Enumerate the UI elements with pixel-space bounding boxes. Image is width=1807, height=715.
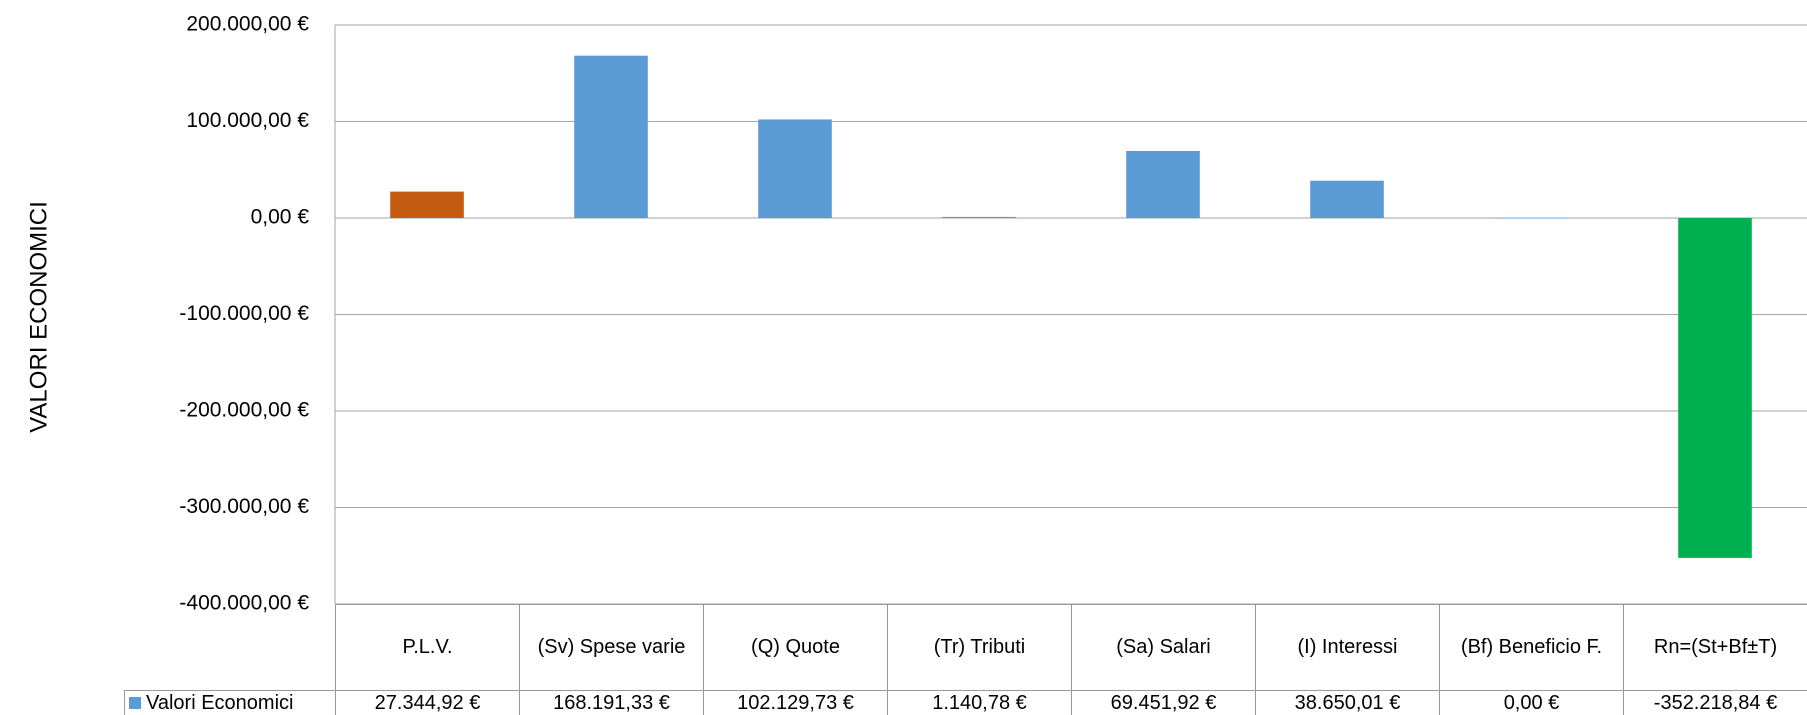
x-tick-label: (Tr) Tributi	[887, 604, 1071, 690]
value-label: -352.218,84 €	[1623, 690, 1807, 715]
bar	[942, 216, 1016, 218]
bar	[1678, 218, 1752, 558]
legend-cell: Valori Economici	[124, 690, 335, 715]
bar	[758, 119, 832, 218]
x-tick-label: (Sa) Salari	[1071, 604, 1255, 690]
y-tick-label: 100.000,00 €	[186, 109, 309, 132]
value-label: 102.129,73 €	[703, 690, 887, 715]
y-tick-label: 200.000,00 €	[186, 13, 309, 36]
bar	[574, 55, 648, 218]
x-tick-label: Rn=(St+Bf±T)	[1623, 604, 1807, 690]
x-tick-label: (Sv) Spese varie	[519, 604, 703, 690]
x-tick-label: (I) Interessi	[1255, 604, 1439, 690]
bar	[1126, 150, 1200, 218]
value-label: 69.451,92 €	[1071, 690, 1255, 715]
x-tick-label: (Q) Quote	[703, 604, 887, 690]
legend-label: Valori Economici	[146, 691, 294, 714]
bar	[1310, 180, 1384, 218]
value-label: 168.191,33 €	[519, 690, 703, 715]
bar	[1494, 218, 1568, 219]
y-tick-label: -400.000,00 €	[179, 592, 309, 615]
y-tick-label: 0,00 €	[251, 206, 310, 229]
x-tick-label: P.L.V.	[335, 604, 519, 690]
value-label: 1.140,78 €	[887, 690, 1071, 715]
y-tick-label: -300.000,00 €	[179, 495, 309, 518]
bar	[390, 191, 464, 218]
y-tick-label: -100.000,00 €	[179, 302, 309, 325]
x-tick-label: (Bf) Beneficio F.	[1439, 604, 1623, 690]
legend-swatch	[129, 697, 141, 709]
y-axis-label: VALORI ECONOMICI	[25, 201, 52, 433]
value-label: 27.344,92 €	[335, 690, 519, 715]
value-label: 38.650,01 €	[1255, 690, 1439, 715]
y-tick-label: -200.000,00 €	[179, 399, 309, 422]
value-label: 0,00 €	[1439, 690, 1623, 715]
